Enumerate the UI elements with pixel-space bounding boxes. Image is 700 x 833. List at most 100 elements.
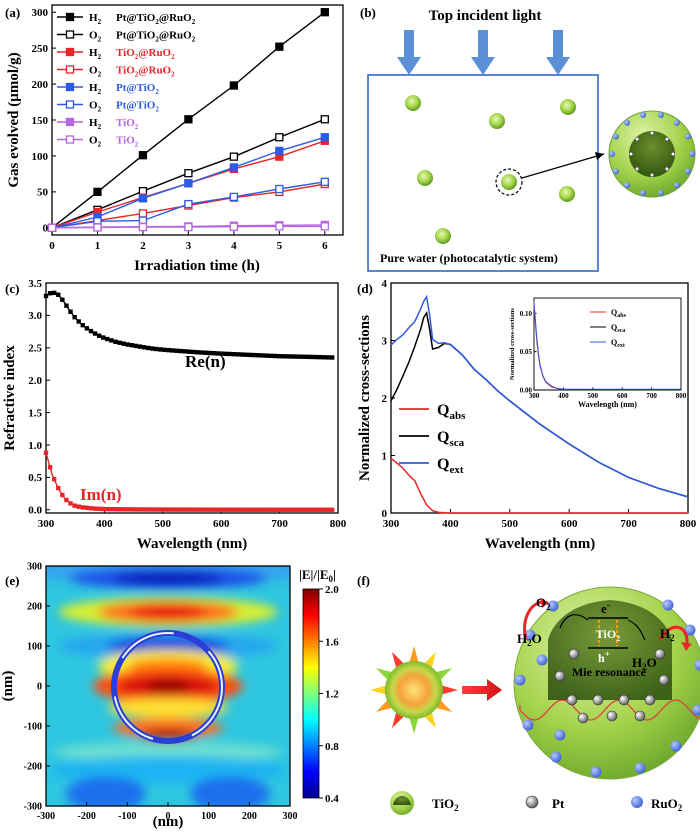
y-tick-label: 250 bbox=[32, 43, 49, 55]
x-tick-label: 600 bbox=[561, 518, 578, 530]
y-tick-label: 300 bbox=[27, 562, 42, 573]
ruo2-particle bbox=[524, 629, 536, 641]
data-point bbox=[65, 30, 75, 39]
data-point bbox=[93, 187, 102, 197]
zoom-arrow bbox=[521, 153, 605, 179]
mie-label: Mie resonance bbox=[572, 665, 647, 679]
y-tick-label: 1.5 bbox=[28, 407, 42, 419]
ruo2-particle bbox=[554, 729, 566, 741]
panel-a-xlabel: Irradiation time (h) bbox=[134, 258, 260, 274]
data-point bbox=[320, 133, 329, 142]
legend-ruo2-label: RuO2 bbox=[651, 796, 683, 813]
legend-material-label: TiO2@RuO2 bbox=[116, 47, 175, 61]
data-point bbox=[329, 507, 335, 512]
sun-particle bbox=[370, 646, 458, 734]
y-tick-label: 0 bbox=[382, 508, 388, 520]
h2o-right-label: H2O bbox=[632, 655, 657, 672]
data-point bbox=[43, 293, 49, 299]
legend-gas-label: O2 bbox=[89, 30, 102, 44]
data-point bbox=[272, 507, 278, 512]
ruo2-dot bbox=[609, 151, 615, 157]
inset-frame bbox=[533, 297, 682, 391]
data-point bbox=[313, 507, 319, 512]
ruo2-particle bbox=[590, 766, 602, 778]
panel-d-inset: 300 400 500 600 700 800 0.00 0.05 0.10 Qabs Qsca Qe… bbox=[509, 297, 687, 409]
data-point bbox=[317, 354, 323, 360]
data-point bbox=[207, 350, 212, 356]
data-point bbox=[275, 222, 284, 231]
data-point bbox=[305, 354, 310, 360]
x-tick-label: 700 bbox=[620, 518, 637, 530]
ruo2-dot bbox=[673, 182, 680, 189]
data-point bbox=[162, 507, 167, 512]
data-point bbox=[133, 343, 139, 349]
pt-particle bbox=[554, 670, 566, 682]
ruo2-dot bbox=[673, 119, 680, 126]
ruo2-particle bbox=[547, 600, 559, 612]
ruo2-particle bbox=[662, 599, 674, 611]
data-point bbox=[309, 507, 314, 512]
data-point bbox=[84, 326, 90, 331]
data-point bbox=[244, 352, 249, 357]
legend-ruo2-icon bbox=[631, 796, 643, 808]
data-point bbox=[184, 222, 193, 232]
ruo2-particles bbox=[514, 599, 700, 778]
colorbar bbox=[302, 588, 320, 799]
data-point bbox=[64, 303, 69, 308]
inset-xlabel: Wavelength (nm) bbox=[578, 400, 637, 409]
data-point bbox=[65, 12, 75, 22]
data-point bbox=[88, 506, 94, 511]
legend-material-label: Pt@TiO2 bbox=[116, 100, 159, 114]
data-point bbox=[72, 315, 77, 320]
data-point bbox=[117, 340, 122, 345]
light-arrow-2 bbox=[471, 30, 495, 75]
data-point bbox=[138, 222, 148, 232]
data-point bbox=[203, 350, 208, 355]
pt-particle bbox=[577, 712, 589, 724]
legend-material-label: Pt@TiO2@RuO2 bbox=[116, 12, 196, 26]
data-point bbox=[313, 354, 319, 360]
panel-f-mechanism: (f) Mie resonance TiO2 e- h+ O2 H2O H2 H… bbox=[357, 573, 700, 815]
panel-label-c: (c) bbox=[5, 281, 19, 296]
y-tick-label: 100 bbox=[32, 151, 49, 163]
ruo2-particle bbox=[692, 704, 700, 716]
ruo2-particle bbox=[522, 719, 534, 731]
data-point bbox=[65, 82, 75, 92]
ruo2-dot bbox=[624, 119, 631, 126]
panel-e-ticks: -300 -200 -100 0 100 200 300 -300 -200 -100 0 100 20… bbox=[24, 562, 298, 823]
legend-label: Qabs bbox=[437, 402, 466, 422]
panel-e-ylabel: (nm) bbox=[0, 671, 16, 702]
data-point bbox=[293, 354, 298, 359]
data-point bbox=[252, 507, 257, 512]
data-point bbox=[301, 507, 306, 512]
y-tick-label: -200 bbox=[24, 762, 42, 773]
core-tio2-label: TiO2 bbox=[596, 627, 620, 643]
series-line bbox=[390, 294, 689, 498]
inset-x-tick-label: 500 bbox=[588, 392, 599, 400]
data-point bbox=[190, 507, 196, 512]
legend-material-label: TiO2 bbox=[116, 117, 139, 131]
sun-ray bbox=[370, 685, 388, 695]
pt-particles bbox=[554, 648, 670, 724]
data-point bbox=[248, 352, 253, 358]
data-point bbox=[276, 353, 282, 359]
particle bbox=[405, 95, 421, 111]
data-point bbox=[219, 507, 224, 512]
panel-a-gas-evolution-chart: (a) 0 1 2 3 4 5 6 0 50 100 150 200 250 300 H2 Pt@TiO2@… bbox=[5, 4, 344, 274]
legend-label: Qsca bbox=[437, 429, 465, 449]
data-point bbox=[195, 350, 200, 355]
ruo2-dot bbox=[685, 133, 692, 140]
pt-dot bbox=[664, 137, 669, 142]
core-shell-particle bbox=[513, 586, 700, 780]
data-point bbox=[138, 209, 148, 218]
data-point bbox=[320, 222, 329, 231]
data-point bbox=[150, 346, 155, 351]
data-point bbox=[76, 319, 81, 324]
panel-c-refractive-index-chart: (c) 300 400 500 600 700 800 0.0 0.5 1.0 1.5 2.0 2.5… bbox=[2, 278, 347, 552]
inset-x-tick-label: 700 bbox=[646, 392, 657, 400]
panel-a-ylabel: Gas evolved (µmol/g) bbox=[6, 52, 22, 187]
y-tick-label: 2 bbox=[382, 393, 388, 405]
data-point bbox=[182, 507, 188, 512]
pt-dot bbox=[649, 172, 655, 178]
legend-gas-label: O2 bbox=[89, 65, 102, 79]
